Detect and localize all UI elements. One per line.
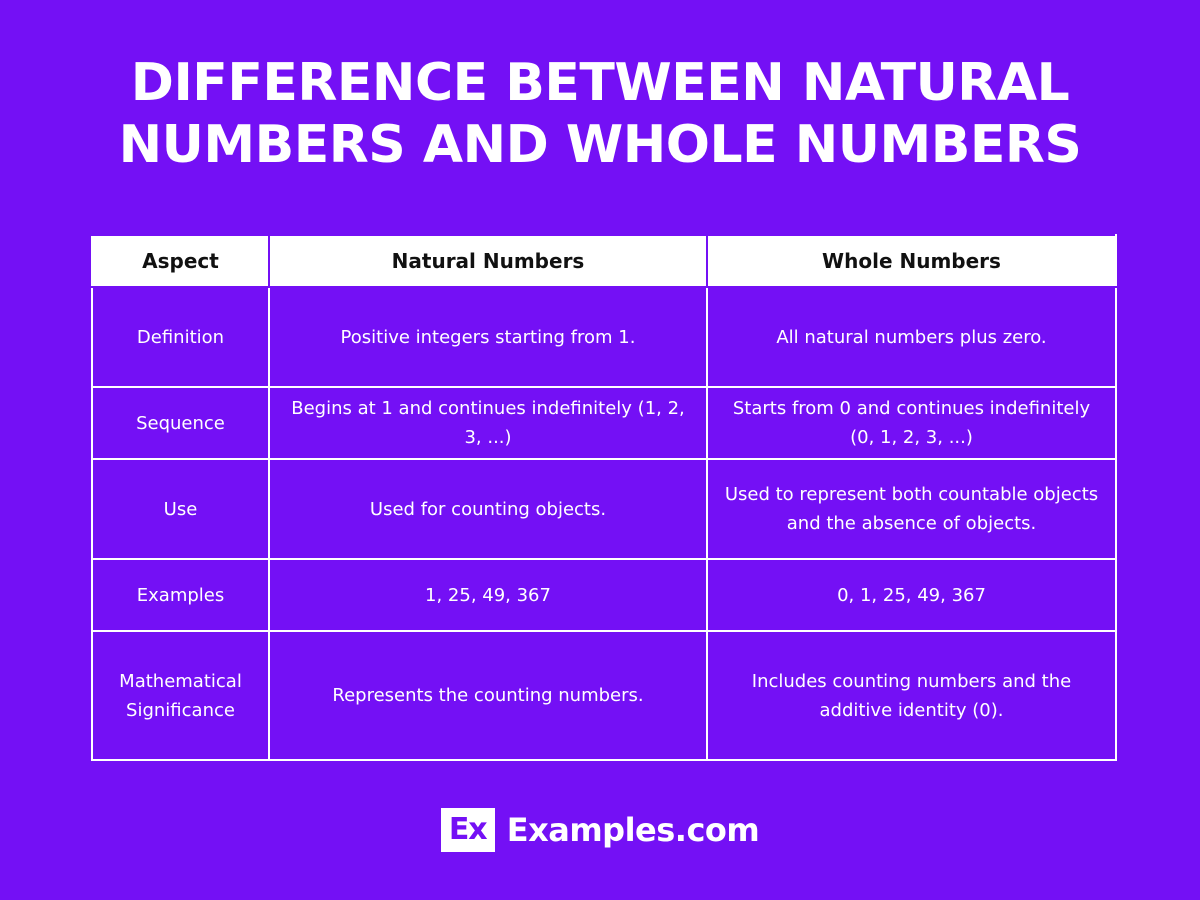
cell-natural: Used for counting objects. [269,459,707,559]
cell-natural: 1, 25, 49, 367 [269,559,707,631]
cell-natural: Represents the counting numbers. [269,631,707,760]
examples-logo-icon: Ex [441,808,495,852]
table-row: Mathematical Significance Represents the… [92,631,1116,760]
table-row: Use Used for counting objects. Used to r… [92,459,1116,559]
cell-whole: Includes counting numbers and the additi… [707,631,1116,760]
brand-name: Examples.com [507,811,760,849]
cell-natural: Positive integers starting from 1. [269,287,707,387]
cell-whole: All natural numbers plus zero. [707,287,1116,387]
cell-aspect: Mathematical Significance [92,631,269,760]
title-line-2: NUMBERS AND WHOLE NUMBERS [0,114,1200,176]
cell-aspect: Use [92,459,269,559]
cell-whole: Used to represent both countable objects… [707,459,1116,559]
header-aspect: Aspect [92,235,269,287]
table-row: Sequence Begins at 1 and continues indef… [92,387,1116,459]
table-row: Examples 1, 25, 49, 367 0, 1, 25, 49, 36… [92,559,1116,631]
page-title: DIFFERENCE BETWEEN NATURAL NUMBERS AND W… [0,52,1200,176]
title-line-1: DIFFERENCE BETWEEN NATURAL [0,52,1200,114]
cell-aspect: Definition [92,287,269,387]
comparison-table: Aspect Natural Numbers Whole Numbers Def… [91,234,1117,761]
header-natural-numbers: Natural Numbers [269,235,707,287]
brand-footer: Ex Examples.com [0,808,1200,852]
table-header-row: Aspect Natural Numbers Whole Numbers [92,235,1116,287]
cell-natural: Begins at 1 and continues indefinitely (… [269,387,707,459]
header-whole-numbers: Whole Numbers [707,235,1116,287]
cell-whole: Starts from 0 and continues indefinitely… [707,387,1116,459]
cell-aspect: Sequence [92,387,269,459]
table-row: Definition Positive integers starting fr… [92,287,1116,387]
cell-aspect: Examples [92,559,269,631]
cell-whole: 0, 1, 25, 49, 367 [707,559,1116,631]
